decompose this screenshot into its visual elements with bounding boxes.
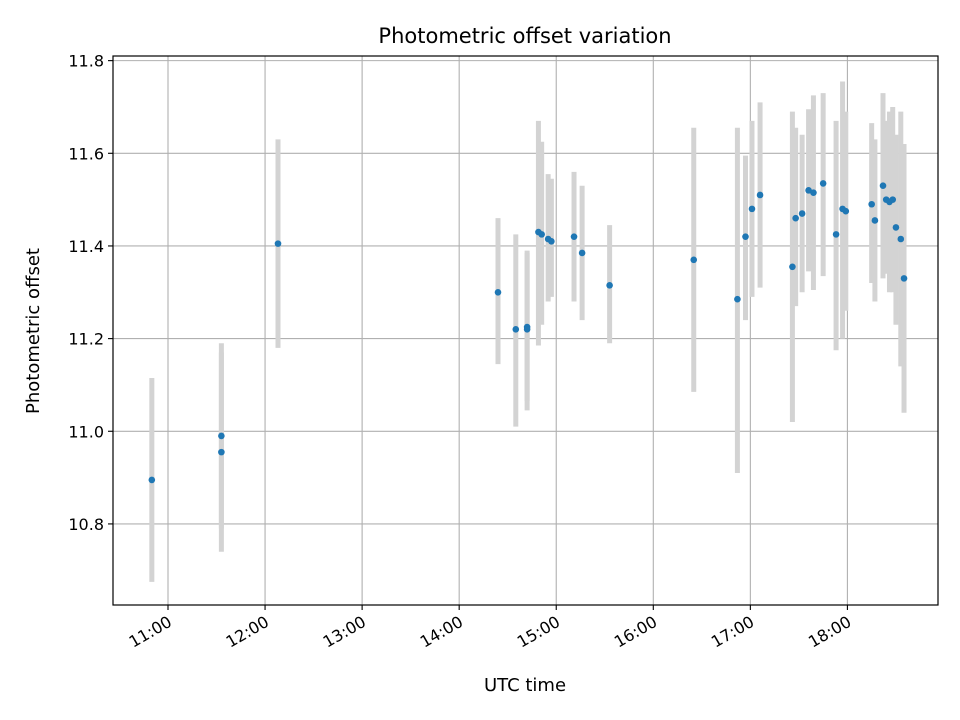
data-point [832, 231, 840, 238]
plot-frame [112, 55, 939, 606]
data-point [756, 191, 764, 199]
data-point [218, 448, 225, 456]
data-point [274, 240, 282, 247]
data-point [819, 180, 827, 187]
data-point [218, 432, 225, 440]
x-tick-label: 17:00 [708, 612, 757, 652]
data-point [742, 233, 749, 240]
y-tick-label: 10.8 [68, 515, 104, 534]
data-point [810, 189, 817, 196]
data-point [548, 238, 555, 245]
data-point [538, 231, 545, 238]
data-point [523, 326, 531, 333]
data-point [842, 207, 850, 215]
data-point [889, 196, 897, 203]
data-point [792, 214, 799, 222]
x-tick-label: 11:00 [126, 612, 175, 652]
y-axis: 10.8 11.0 11.2 11.4 11.6 11.8 [68, 52, 113, 534]
data-points [148, 180, 908, 484]
data-point [798, 210, 806, 217]
data-point [606, 282, 613, 289]
x-tick-label: 14:00 [417, 612, 466, 652]
data-point [871, 217, 879, 224]
data-point [789, 263, 796, 271]
y-tick-label: 11.6 [68, 144, 104, 163]
x-tick-label: 18:00 [805, 612, 854, 652]
y-axis-label: Photometric offset [23, 248, 44, 414]
data-point [148, 476, 156, 484]
x-tick-label: 16:00 [611, 612, 660, 652]
x-axis-label: UTC time [484, 675, 566, 696]
x-axis: 11:00 12:00 13:00 14:00 15:00 16:00 17:00 18:00 [126, 605, 854, 652]
x-tick-label: 12:00 [223, 612, 272, 652]
data-point [748, 205, 756, 213]
data-point [578, 249, 586, 257]
data-point [690, 256, 698, 264]
x-tick-label: 13:00 [320, 612, 369, 652]
data-point [897, 235, 905, 243]
data-point [512, 326, 520, 333]
data-point [734, 295, 741, 303]
data-point [868, 200, 875, 208]
x-tick-label: 15:00 [514, 612, 563, 652]
data-point [494, 288, 502, 296]
y-tick-label: 11.0 [68, 422, 104, 441]
chart-title: Photometric offset variation [378, 24, 671, 48]
y-tick-label: 11.4 [68, 237, 104, 256]
data-point [892, 224, 900, 231]
y-tick-label: 11.8 [68, 52, 104, 71]
data-point [900, 275, 908, 282]
data-point [879, 182, 887, 190]
y-tick-label: 11.2 [68, 330, 104, 349]
data-point [570, 233, 578, 240]
